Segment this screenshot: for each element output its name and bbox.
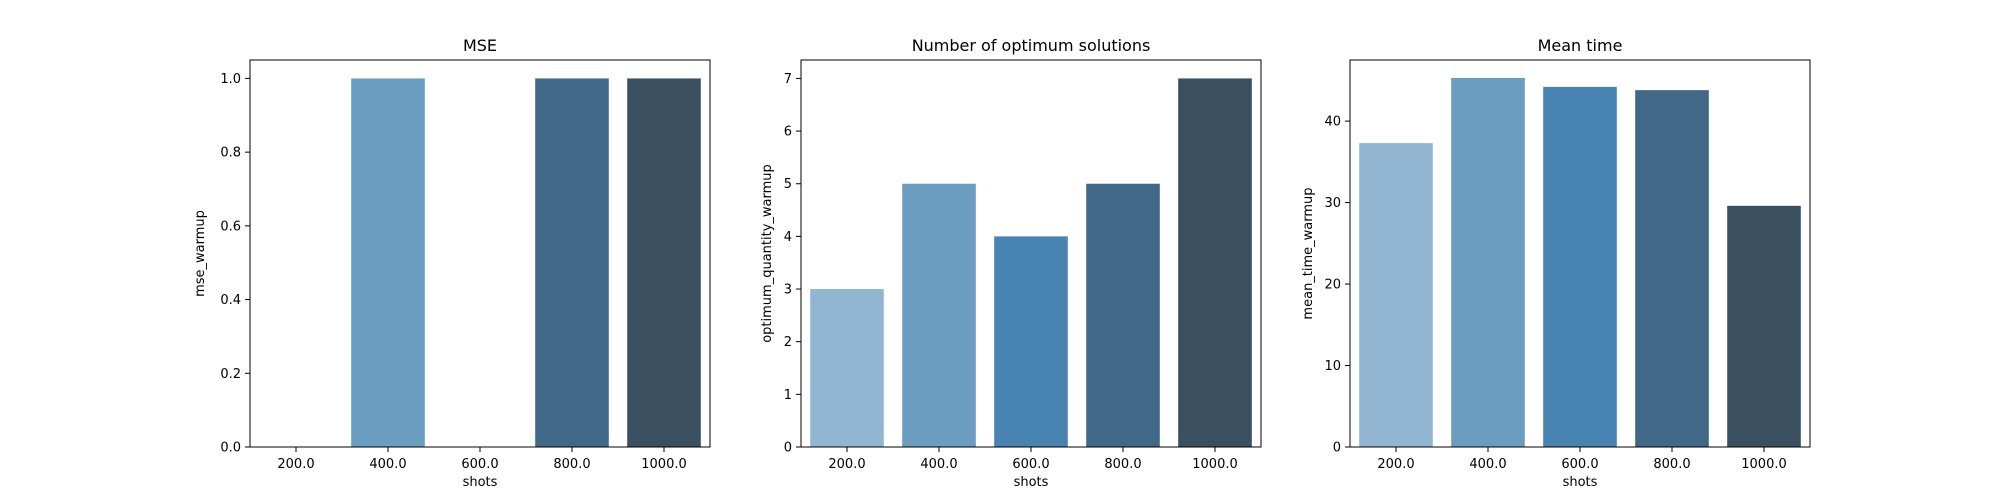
chart-title: MSE: [463, 36, 497, 55]
y-tick-label: 2: [784, 335, 792, 350]
bar-800.0: [535, 78, 609, 447]
y-tick-label: 0.2: [220, 367, 241, 382]
x-tick-label: 600.0: [461, 457, 498, 472]
x-tick-label: 200.0: [277, 457, 314, 472]
x-axis-label: shots: [463, 475, 498, 490]
y-tick-label: 0: [1333, 441, 1341, 456]
y-tick-label: 20: [1324, 278, 1341, 293]
y-tick-label: 0.6: [220, 219, 241, 234]
bar-400.0: [902, 183, 976, 448]
bar-400.0: [1451, 77, 1525, 448]
bar-800.0: [1086, 183, 1160, 448]
x-tick-label: 1000.0: [1741, 457, 1787, 472]
bar-400.0: [351, 78, 425, 447]
x-tick-label: 200.0: [828, 457, 865, 472]
x-tick-label: 400.0: [1469, 457, 1506, 472]
x-tick-label: 600.0: [1012, 457, 1049, 472]
y-tick-label: 40: [1324, 115, 1341, 130]
x-tick-label: 800.0: [1104, 457, 1141, 472]
y-tick-label: 7: [784, 72, 792, 87]
bar-1000.0: [1727, 205, 1801, 447]
y-tick-label: 1.0: [220, 72, 241, 87]
y-tick-label: 3: [784, 283, 792, 298]
x-tick-label: 400.0: [369, 457, 406, 472]
chart-panel-2: 200.0 400.0 600.0 800.0 1000.0 0 1 2 3 4 5 6 7 Number…: [760, 36, 1262, 490]
y-tick-label: 6: [784, 125, 792, 140]
y-tick-label: 30: [1324, 196, 1341, 211]
x-axis-label: shots: [1563, 475, 1598, 490]
chart-panel-1: 200.0 400.0 600.0 800.0 1000.0 0.0 0.2 0.4 0.6 0.…: [193, 36, 711, 490]
bar-600.0: [994, 236, 1068, 447]
y-tick-label: 1: [784, 388, 792, 403]
chart-title: Number of optimum solutions: [912, 36, 1151, 55]
y-tick-label: 10: [1324, 359, 1341, 374]
y-axis-label: optimum_quantity_warmup: [760, 164, 775, 343]
x-tick-label: 1000.0: [1192, 457, 1238, 472]
chart-title: Mean time: [1538, 36, 1623, 55]
y-tick-label: 0: [784, 441, 792, 456]
bar-800.0: [1635, 90, 1709, 447]
x-tick-label: 400.0: [920, 457, 957, 472]
y-axis-label: mse_warmup: [193, 210, 208, 297]
x-tick-label: 800.0: [553, 457, 590, 472]
x-tick-label: 800.0: [1653, 457, 1690, 472]
x-tick-label: 200.0: [1377, 457, 1414, 472]
bar-200.0: [1359, 143, 1433, 448]
y-tick-label: 0.8: [220, 146, 241, 161]
x-tick-label: 600.0: [1561, 457, 1598, 472]
bar-1000.0: [1178, 78, 1252, 447]
bar-600.0: [1543, 86, 1617, 447]
y-tick-label: 4: [784, 230, 792, 245]
x-tick-label: 1000.0: [641, 457, 687, 472]
y-tick-label: 5: [784, 177, 792, 192]
chart-panel-3: 200.0 400.0 600.0 800.0 1000.0 0 10 20 30 40 Mean …: [1301, 36, 1811, 490]
x-axis-label: shots: [1014, 475, 1049, 490]
y-tick-label: 0.0: [220, 441, 241, 456]
y-axis-label: mean_time_warmup: [1301, 187, 1316, 319]
y-tick-label: 0.4: [220, 293, 241, 308]
bar-200.0: [810, 289, 884, 447]
bar-1000.0: [627, 78, 701, 447]
